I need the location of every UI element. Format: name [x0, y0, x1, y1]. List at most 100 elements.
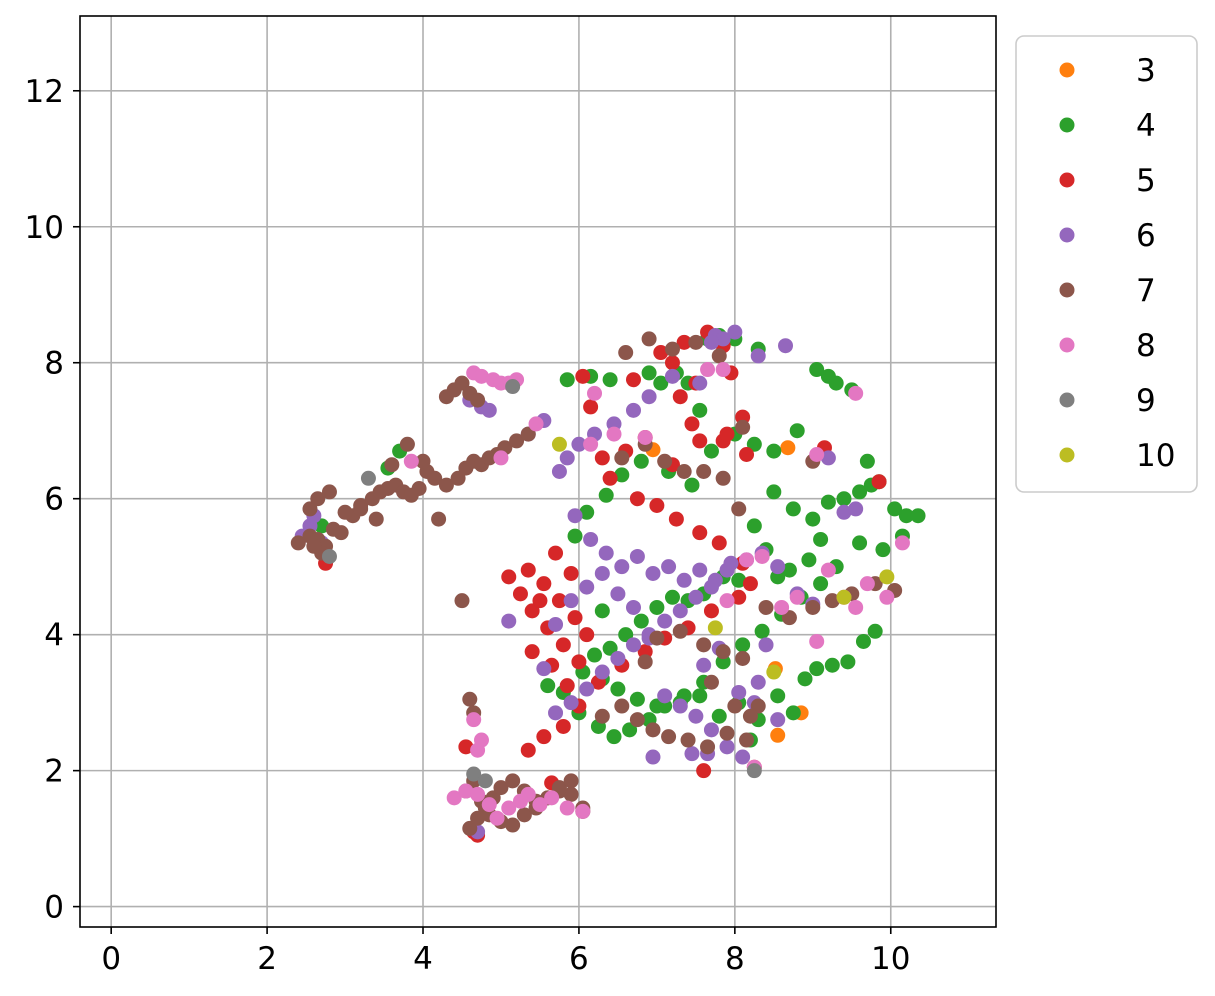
point-series-6: [684, 746, 700, 762]
point-series-6: [548, 616, 564, 632]
point-series-9: [466, 766, 482, 782]
y-tick-label: 8: [44, 346, 64, 382]
point-series-8: [715, 362, 731, 378]
point-series-6: [676, 572, 692, 588]
point-series-6: [688, 708, 704, 724]
point-series-4: [559, 372, 575, 388]
point-series-7: [563, 786, 579, 802]
point-series-4: [692, 402, 708, 418]
point-series-4: [610, 681, 626, 697]
point-series-4: [809, 661, 825, 677]
point-series-6: [664, 368, 680, 384]
point-series-8: [458, 783, 474, 799]
point-series-7: [516, 807, 532, 823]
point-series-8: [848, 599, 864, 615]
point-series-7: [411, 480, 427, 496]
point-series-8: [739, 552, 755, 568]
point-series-7: [431, 511, 447, 527]
point-series-4: [754, 623, 770, 639]
point-series-6: [598, 545, 614, 561]
point-series-8: [848, 385, 864, 401]
point-series-8: [859, 576, 875, 592]
point-series-6: [501, 613, 517, 629]
point-series-8: [820, 562, 836, 578]
legend-label-4: 4: [1136, 108, 1156, 144]
point-series-6: [579, 681, 595, 697]
point-series-4: [813, 576, 829, 592]
point-series-6: [778, 338, 794, 354]
point-series-7: [450, 470, 466, 486]
point-series-6: [661, 559, 677, 575]
point-series-6: [594, 664, 610, 680]
legend-label-5: 5: [1136, 163, 1156, 199]
point-series-6: [614, 559, 630, 575]
point-series-7: [493, 780, 509, 796]
point-series-4: [824, 657, 840, 673]
legend-marker-4: [1059, 117, 1075, 133]
point-series-4: [653, 375, 669, 391]
point-series-7: [672, 623, 688, 639]
point-series-7: [614, 450, 630, 466]
x-tick-label: 6: [569, 941, 589, 977]
point-series-9: [505, 379, 521, 395]
point-series-6: [610, 586, 626, 602]
point-series-5: [458, 739, 474, 755]
point-series-5: [520, 742, 536, 758]
point-series-4: [813, 531, 829, 547]
x-tick-label: 8: [725, 941, 745, 977]
point-series-3: [780, 440, 796, 456]
legend-label-10: 10: [1136, 438, 1175, 474]
point-series-6: [719, 739, 735, 755]
legend-marker-9: [1059, 392, 1075, 408]
point-series-6: [750, 674, 766, 690]
point-series-8: [894, 535, 910, 551]
point-series-6: [703, 579, 719, 595]
point-series-8: [481, 797, 497, 813]
point-series-8: [501, 800, 517, 816]
point-series-6: [536, 661, 552, 677]
point-series-7: [629, 712, 645, 728]
y-tick-label: 2: [44, 754, 64, 790]
point-series-7: [302, 501, 318, 517]
point-series-5: [731, 589, 747, 605]
x-axis-ticks: 0 2 4 6 8 10: [101, 927, 910, 977]
point-series-9: [360, 470, 376, 486]
point-series-4: [852, 484, 868, 500]
point-series-5: [555, 637, 571, 653]
point-series-5: [532, 593, 548, 609]
point-series-7: [781, 610, 797, 626]
point-series-6: [719, 562, 735, 578]
point-series-4: [602, 640, 618, 656]
legend-label-3: 3: [1136, 53, 1156, 89]
point-series-6: [731, 684, 747, 700]
point-series-7: [563, 773, 579, 789]
point-series-7: [641, 331, 657, 347]
data-points: [290, 324, 926, 843]
point-series-4: [735, 637, 751, 653]
point-series-6: [672, 603, 688, 619]
point-series-5: [563, 565, 579, 581]
point-series-5: [575, 368, 591, 384]
y-tick-label: 0: [44, 890, 64, 926]
point-series-7: [505, 817, 521, 833]
point-series-5: [711, 535, 727, 551]
legend-marker-10: [1059, 447, 1075, 463]
point-series-4: [766, 484, 782, 500]
point-series-7: [711, 348, 727, 364]
point-series-4: [664, 589, 680, 605]
point-series-6: [563, 695, 579, 711]
point-series-7: [664, 341, 680, 357]
point-series-4: [314, 518, 330, 534]
point-series-4: [785, 705, 801, 721]
point-series-5: [536, 729, 552, 745]
legend-label-6: 6: [1136, 218, 1156, 254]
point-series-6: [770, 712, 786, 728]
point-series-6: [583, 531, 599, 547]
legend-marker-3: [1059, 62, 1075, 78]
point-series-5: [629, 491, 645, 507]
point-series-6: [820, 450, 836, 466]
point-series-8: [470, 742, 486, 758]
x-tick-label: 10: [871, 941, 910, 977]
point-series-7: [427, 470, 443, 486]
